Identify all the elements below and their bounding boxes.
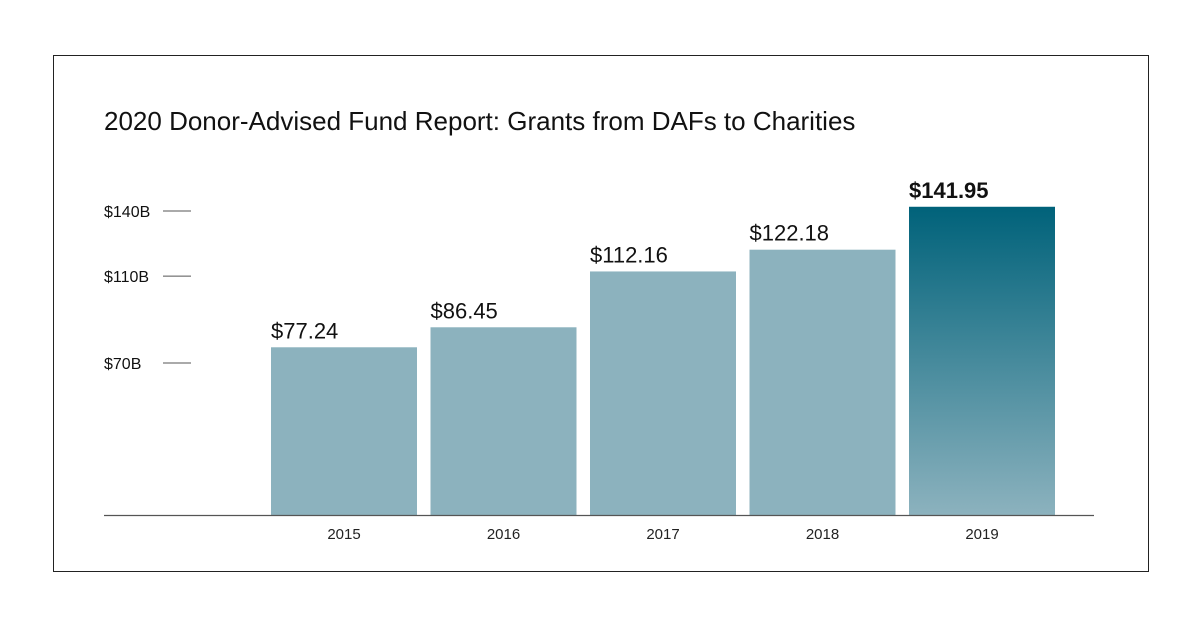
x-tick-label: 2016 [487, 526, 520, 543]
data-label: $122.18 [750, 221, 830, 246]
x-tick-label: 2017 [646, 526, 679, 543]
bar-2019 [909, 206, 1055, 515]
x-tick-label: 2018 [806, 526, 839, 543]
y-tick-label: $70B [104, 356, 141, 373]
y-tick-label: $110B [104, 269, 149, 286]
y-tick-label: $140B [104, 204, 150, 221]
x-tick-label: 2015 [327, 526, 360, 543]
data-label: $141.95 [909, 178, 989, 203]
data-label: $86.45 [431, 298, 498, 323]
bar-2016 [430, 327, 577, 515]
bar-2017 [590, 271, 736, 515]
chart-frame [53, 55, 1149, 572]
chart-title: 2020 Donor-Advised Fund Report: Grants f… [104, 106, 856, 136]
x-tick-label: 2019 [965, 526, 998, 543]
data-label: $77.24 [271, 318, 338, 343]
bar-2018 [749, 249, 896, 515]
data-label: $112.16 [590, 242, 668, 267]
bar-2015 [271, 347, 417, 515]
